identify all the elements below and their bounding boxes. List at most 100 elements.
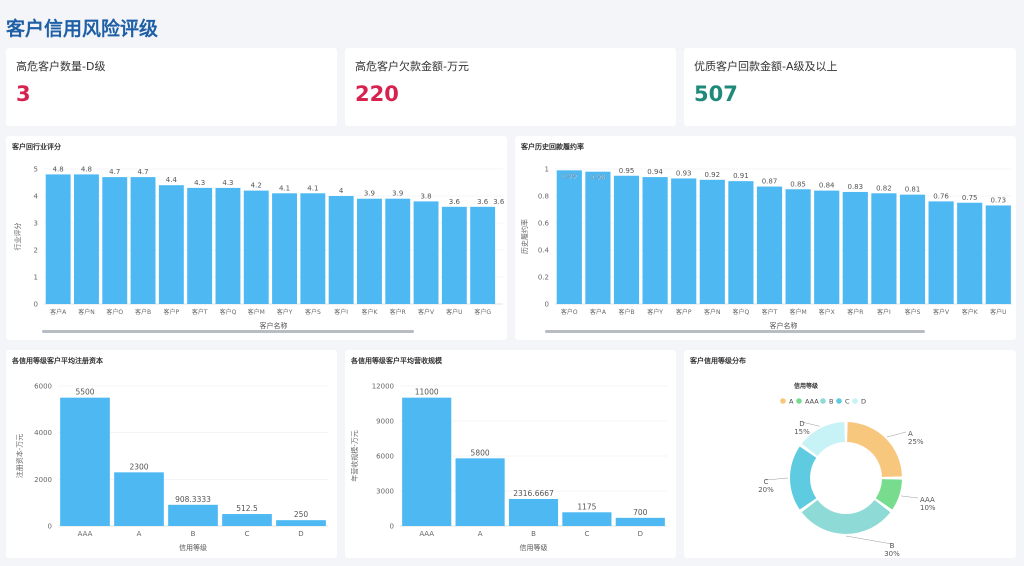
bar-value-label: 0.95 [619,167,635,175]
slice-category-label: B [890,542,895,550]
x-axis-label: 客户名称 [770,321,798,330]
bar-value-label: 0.81 [905,186,921,194]
panel-title: 客户信用等级分布 [690,357,746,365]
y-tick-label: 5 [34,166,38,174]
bar [73,174,99,304]
leader-line [901,495,919,499]
bar-value-label: 4.7 [137,168,148,176]
bar [385,198,411,304]
bar-value-label: 1175 [577,502,596,511]
bar-value-label: 0.99 [562,172,578,180]
slice-percent-label: 15% [794,428,810,436]
bar-value-label: 11000 [415,388,439,397]
bar [158,185,184,304]
y-tick-label: 0 [390,523,394,531]
bar-value-label: 3.6 [449,198,461,206]
bar [102,177,128,304]
bar [562,512,612,526]
bar [585,171,611,304]
x-tick-label: 客户O [106,308,123,316]
bar [272,193,298,304]
bar-value-label: 2300 [129,462,148,471]
bar [699,179,725,304]
x-tick-label: 客户V [418,308,435,316]
y-axis-label: 年营收规模-万元 [350,430,359,482]
bar [508,498,559,526]
leader-line [845,535,893,545]
bar [556,170,582,304]
x-tick-label: 客户R [390,308,406,316]
legend-marker [852,398,858,404]
bar [328,196,354,304]
bar [441,206,467,304]
y-tick-label: 0 [545,301,549,309]
y-tick-label: 6000 [34,383,52,391]
x-tick-label: 客户Q [220,308,237,316]
y-tick-label: 12000 [372,383,394,391]
x-tick-label: 客户V [933,308,950,316]
payment-history-chart: 00.20.40.60.81历史履约率客户名称0.99客户O0.98客户A0.9… [520,166,1012,333]
slice-category-label: AAA [920,496,935,504]
x-tick-label: 客户P [676,308,692,316]
y-tick-label: 1 [34,274,38,282]
panel-title: 各信用等级客户平均营收规模 [351,357,442,365]
x-tick-label: 客户R [847,308,863,316]
x-tick-label: 客户K [361,308,378,316]
bar [130,177,156,304]
kpi-label: 高危客户欠款金额-万元 [355,60,469,73]
slice-category-label: A [908,430,913,438]
bar-value-label: 4.1 [279,184,290,192]
bar [243,190,269,304]
x-tick-label: 客户K [962,308,979,316]
panel-title: 客户历史回款履约率 [521,143,584,151]
x-tick-label: 客户O [561,308,578,316]
revenue-scale-panel: 各信用等级客户平均营收规模 0 3000 6000 9000 12000 年营收规模-万元… [345,350,676,558]
bar-value-label: 3.9 [392,190,403,198]
bar-value-label: 0.92 [705,171,721,179]
bar-value-label: 512.5 [236,504,258,513]
bar-value-label: 2316.6667 [513,489,554,498]
bar-value-label: 4 [339,187,344,195]
x-tick-label: AAA [78,530,93,538]
kpi-card-quality-collection: 优质客户回款金额-A级及以上 507 [684,48,1016,126]
bar-value-label: 0.84 [819,182,835,190]
payment-history-panel: 客户历史回款履约率 0 0.2 0.4 0.6 0.8 1 历史履约率 客户名称 0.99 客户O… [515,136,1016,340]
x-tick-label: D [298,530,303,538]
bar [470,206,496,304]
bar-value-label: 0.73 [991,196,1007,204]
x-tick-label: AAA [419,530,434,538]
y-tick-label: 0.8 [538,193,549,201]
kpi-value: 3 [16,82,31,106]
panel-title: 各信用等级客户平均注册资本 [12,357,103,365]
x-tick-label: C [584,530,589,538]
bar-value-label: 4.3 [222,179,233,187]
bar [756,186,783,304]
x-axis-label: 客户名称 [260,321,288,330]
bar-value-label: 0.82 [876,184,892,192]
legend-label: A [789,398,794,406]
bar [615,517,665,526]
bar [928,201,954,304]
y-tick-label: 3 [34,220,38,228]
kpi-label: 优质客户回款金额-A级及以上 [694,60,838,73]
bar-value-label: 5800 [471,448,490,457]
bar [785,189,811,304]
x-tick-label: 客户U [990,308,1006,316]
x-tick-label: 客户M [790,308,807,316]
x-tick-label: 客户Y [647,308,663,316]
slice-percent-label: 25% [908,438,924,446]
registered-capital-panel: 各信用等级客户平均注册资本 0 2000 4000 6000 注册资本-万元 信用等级 55… [6,350,337,558]
x-tick-label: 客户Q [733,308,750,316]
slice-percent-label: 20% [758,486,774,494]
x-tick-label: 客户Y [277,308,293,316]
y-tick-label: 0.2 [538,274,549,282]
bar [642,177,668,304]
legend-marker [796,398,802,404]
x-tick-label: A [137,530,142,538]
y-axis-label: 历史履约率 [520,219,529,254]
bar-value-label: 4.8 [53,165,64,173]
bar-value-label: 3.8 [420,192,431,200]
bar [985,205,1011,304]
leader-line [801,421,820,427]
